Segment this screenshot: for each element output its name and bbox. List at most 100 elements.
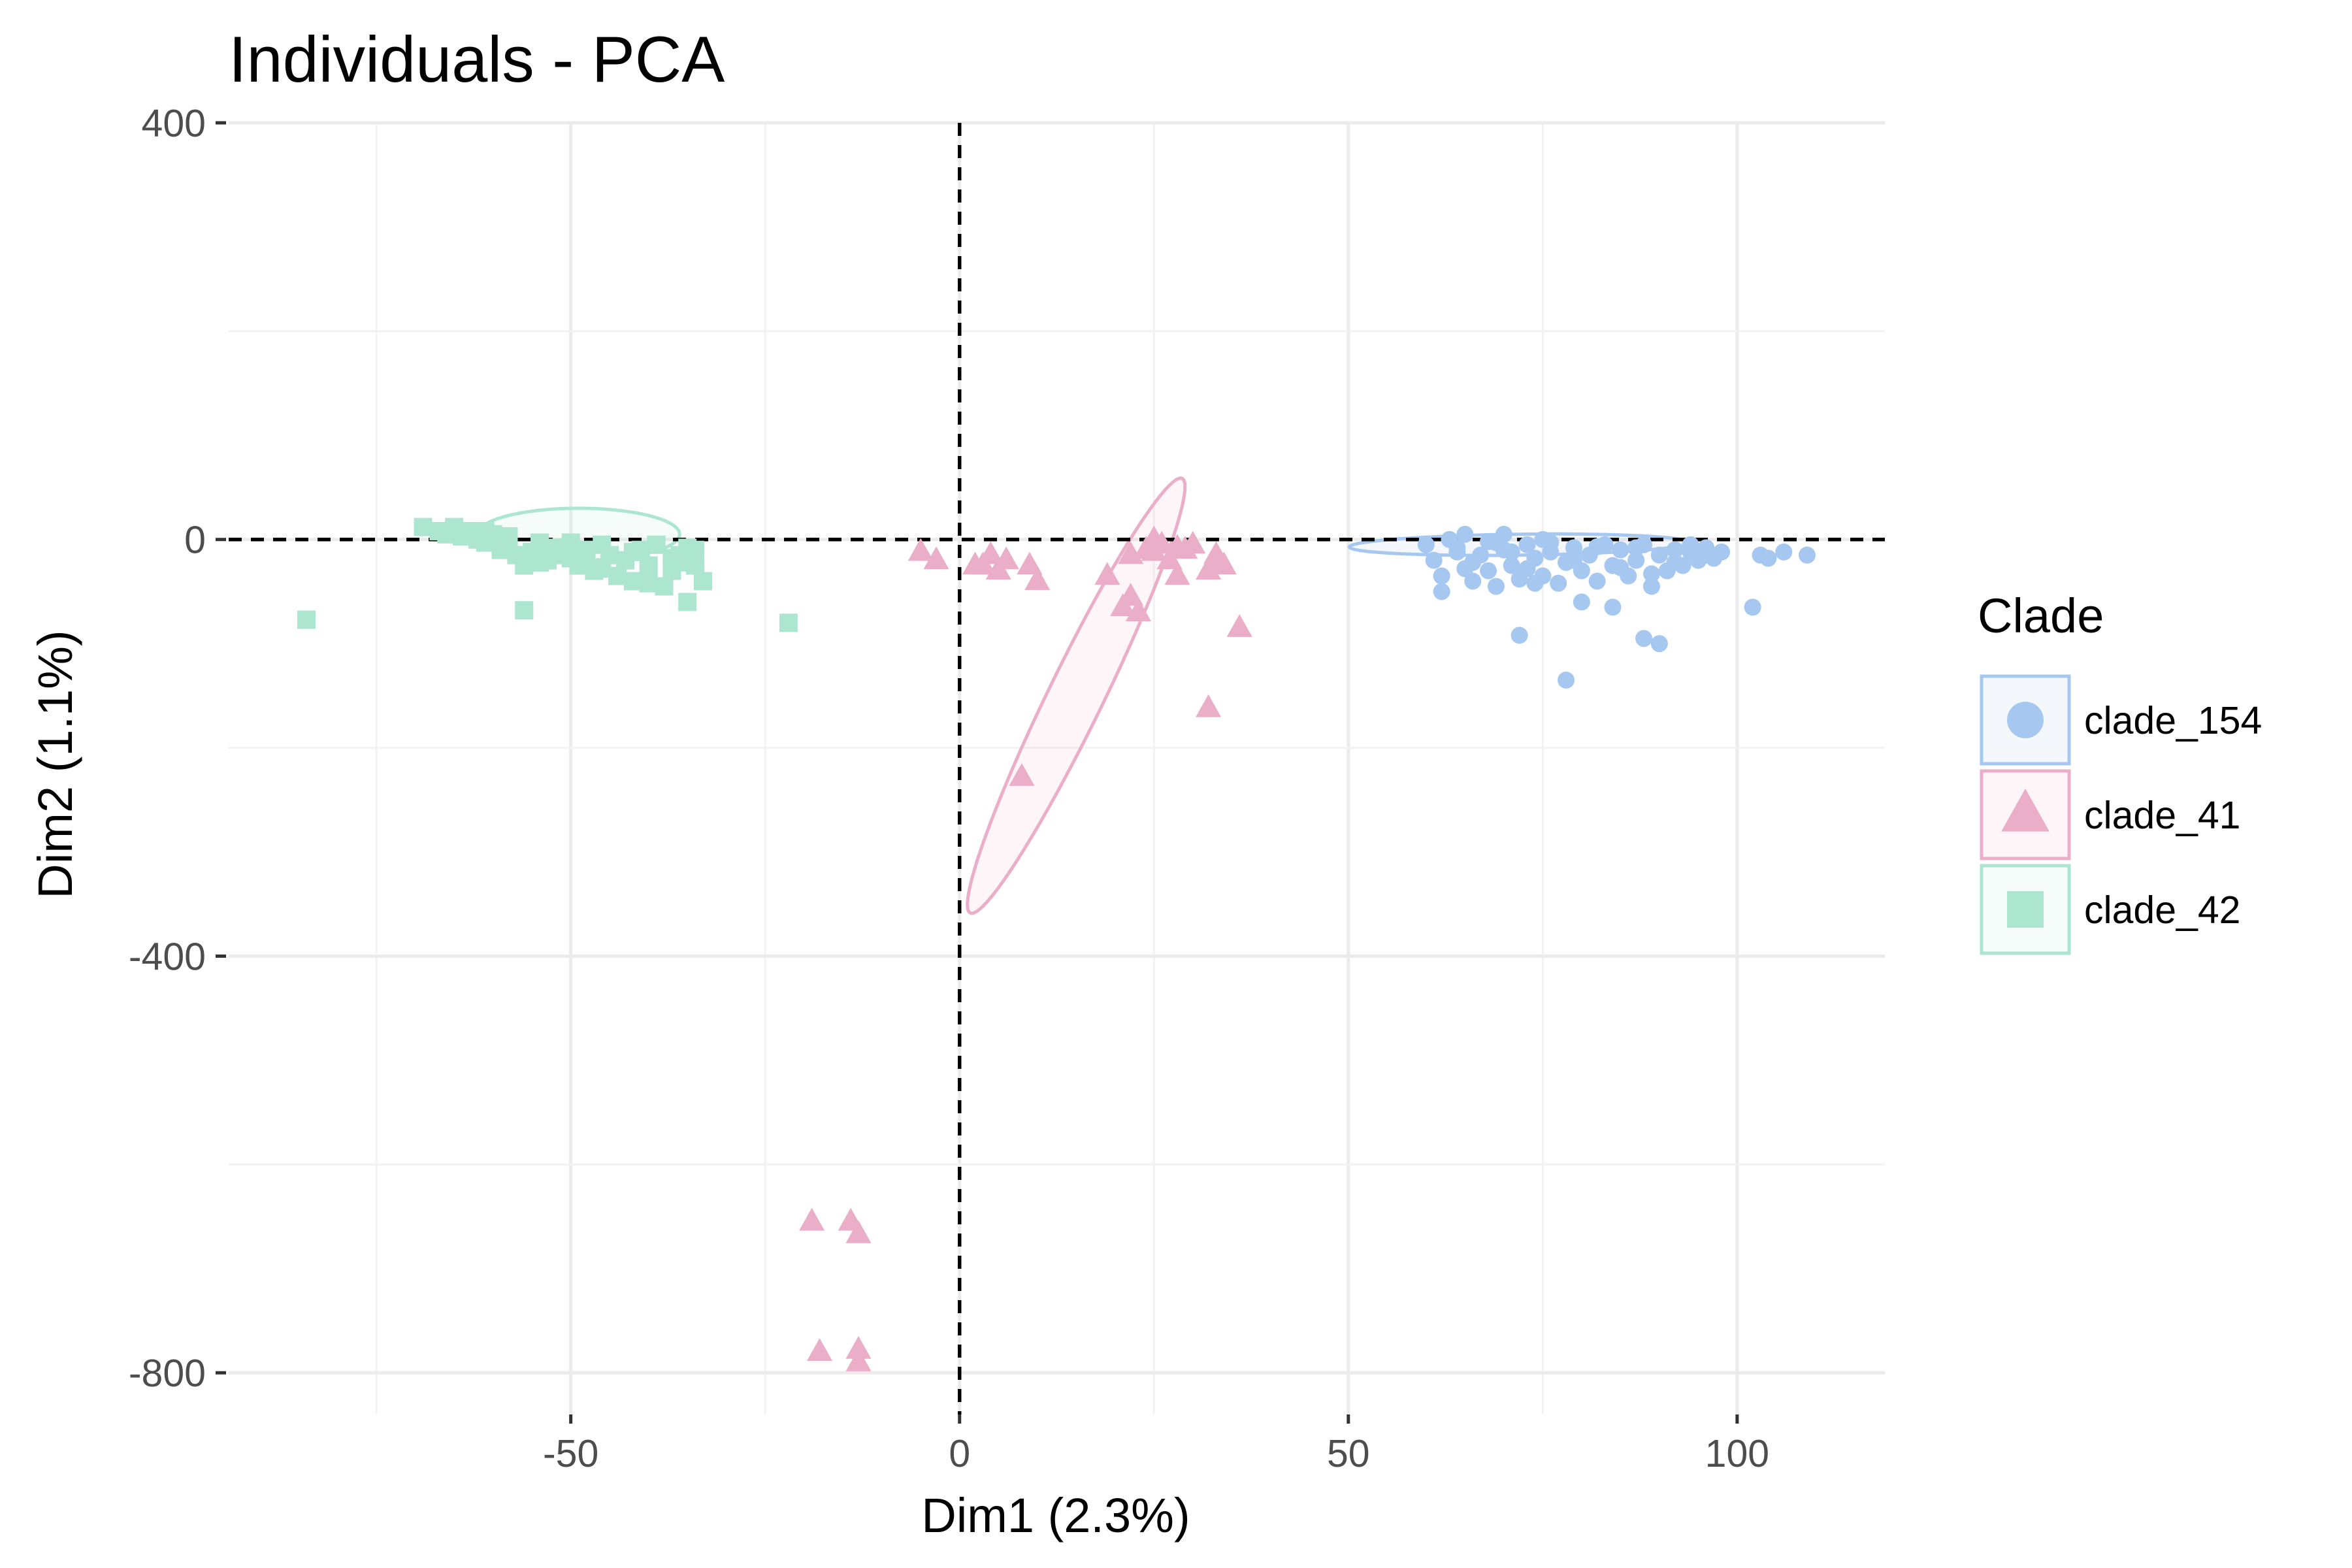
point-clade_154 <box>1604 598 1622 616</box>
point-clade_154 <box>1642 578 1660 595</box>
point-clade_154 <box>1565 539 1582 557</box>
point-clade_41 <box>1024 567 1051 591</box>
axes: -50 0 50 100 400 0 -400 -800 <box>129 102 1769 1475</box>
legend-title: Clade <box>1978 589 2104 643</box>
x-tick-label: 50 <box>1327 1432 1370 1475</box>
point-clade_42 <box>779 613 798 632</box>
point-clade_41 <box>1180 531 1206 554</box>
point-clade_154 <box>1666 541 1684 559</box>
y-tick-label: 400 <box>142 102 206 145</box>
point-clade_154 <box>1433 583 1450 600</box>
point-clade_42 <box>686 556 705 575</box>
point-clade_154 <box>1642 565 1660 583</box>
legend-item-clade_41: clade_41 <box>1980 769 2241 860</box>
point-clade_41 <box>1141 538 1167 561</box>
point-clade_154 <box>1588 572 1606 590</box>
legend-label: clade_42 <box>2084 889 2241 932</box>
point-clade_154 <box>1448 539 1466 557</box>
x-tick-label: 0 <box>949 1432 970 1475</box>
point-clade_154 <box>1503 543 1520 561</box>
point-clade_154 <box>1650 546 1668 564</box>
point-clade_154 <box>1666 553 1684 571</box>
point-clade_41 <box>1156 546 1183 570</box>
point-clade_41 <box>907 538 934 561</box>
point-clade_42 <box>476 521 495 540</box>
point-clade_42 <box>693 572 712 591</box>
point-clade_41 <box>977 541 1004 564</box>
y-tick-label: 0 <box>184 519 206 562</box>
y-tick-label: -400 <box>129 935 206 978</box>
point-clade_41 <box>1118 583 1144 606</box>
point-clade_41 <box>845 1220 872 1243</box>
point-clade_42 <box>623 542 642 561</box>
legend-marker <box>2007 702 2044 738</box>
point-clade_42 <box>639 556 658 575</box>
x-tick-label: -50 <box>543 1432 598 1475</box>
point-clade_41 <box>1164 562 1190 585</box>
point-clade_154 <box>1425 551 1443 569</box>
point-clade_42 <box>297 610 316 629</box>
point-clade_154 <box>1798 546 1816 564</box>
point-clade_154 <box>1588 538 1606 555</box>
point-clade_154 <box>1565 551 1582 569</box>
point-clade_154 <box>1433 567 1450 585</box>
point-clade_41 <box>1094 562 1120 585</box>
point-clade_42 <box>577 540 596 559</box>
y-axis-title: Dim2 (1.1%) <box>28 630 82 898</box>
point-clade_154 <box>1487 534 1505 551</box>
point-clade_42 <box>561 533 580 552</box>
x-tick-label: 100 <box>1705 1432 1769 1475</box>
point-clade_42 <box>639 574 658 593</box>
point-clade_154 <box>1464 572 1482 590</box>
legend-label: clade_154 <box>2084 699 2262 742</box>
point-clade_42 <box>515 601 534 620</box>
legend: Clade clade_154 clade_41 clade_42 <box>1978 589 2262 955</box>
point-clade_154 <box>1456 525 1474 543</box>
point-clade_154 <box>1503 557 1520 574</box>
point-clade_41 <box>799 1207 825 1231</box>
point-clade_154 <box>1682 543 1699 561</box>
legend-label: clade_41 <box>2084 794 2241 837</box>
point-clade_41 <box>845 1348 872 1371</box>
point-clade_41 <box>1017 551 1043 575</box>
point-clade_41 <box>1009 763 1035 786</box>
point-clade_42 <box>647 535 666 554</box>
point-clade_42 <box>414 517 433 536</box>
point-clade_42 <box>593 559 612 578</box>
data-points <box>297 517 1816 1371</box>
point-clade_42 <box>678 593 697 612</box>
point-clade_41 <box>923 546 949 570</box>
point-clade_42 <box>531 533 549 552</box>
point-clade_41 <box>1226 614 1252 637</box>
legend-marker <box>2007 891 2044 928</box>
point-clade_41 <box>806 1338 833 1361</box>
chart-title: Individuals - PCA <box>229 23 725 95</box>
point-clade_154 <box>1480 562 1497 580</box>
point-clade_154 <box>1464 553 1482 571</box>
point-clade_154 <box>1627 551 1645 569</box>
point-clade_154 <box>1518 560 1536 578</box>
point-clade_154 <box>1511 627 1528 644</box>
point-clade_154 <box>1744 598 1761 616</box>
point-clade_42 <box>561 549 580 568</box>
point-clade_154 <box>1612 541 1629 559</box>
point-clade_154 <box>1713 543 1731 561</box>
point-clade_42 <box>531 553 549 572</box>
point-clade_154 <box>1487 578 1505 595</box>
point-clade_42 <box>499 527 518 546</box>
point-clade_42 <box>623 572 642 591</box>
point-clade_42 <box>655 577 674 596</box>
y-tick-label: -800 <box>129 1352 206 1395</box>
point-clade_154 <box>1635 630 1653 647</box>
point-clade_42 <box>670 553 689 572</box>
point-clade_41 <box>1203 546 1230 570</box>
point-clade_154 <box>1627 539 1645 557</box>
point-clade_154 <box>1697 539 1715 557</box>
point-clade_154 <box>1542 534 1560 551</box>
point-clade_154 <box>1573 593 1590 611</box>
point-clade_154 <box>1612 559 1629 576</box>
point-clade_41 <box>993 546 1019 570</box>
point-clade_41 <box>1196 694 1222 717</box>
point-clade_154 <box>1759 549 1777 567</box>
point-clade_154 <box>1518 536 1536 553</box>
